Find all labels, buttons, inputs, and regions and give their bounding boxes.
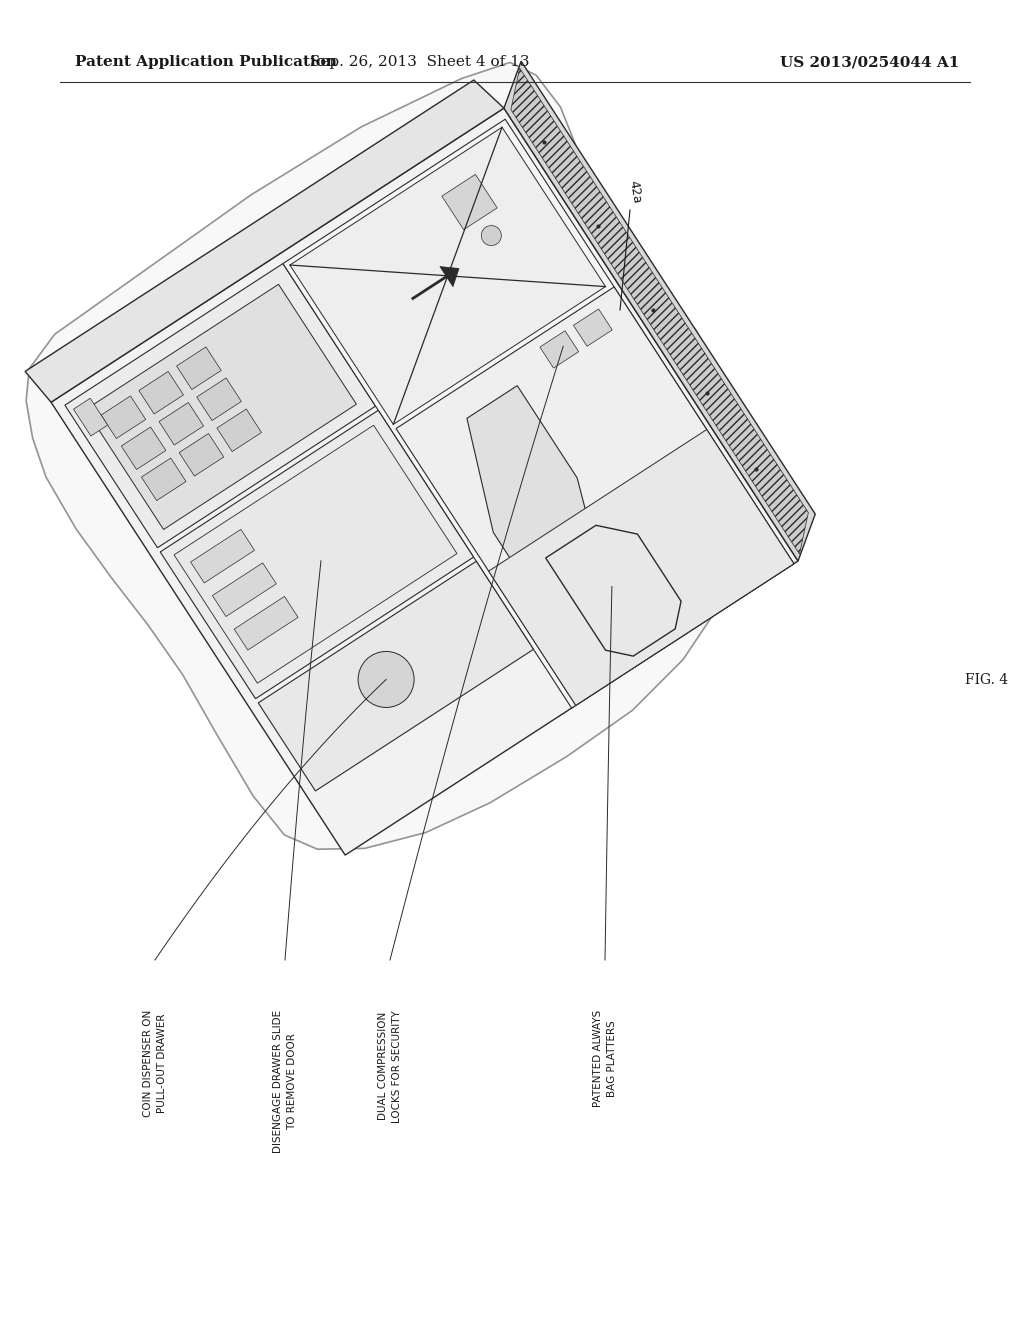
Text: COIN DISPENSER ON
PULL-OUT DRAWER: COIN DISPENSER ON PULL-OUT DRAWER — [143, 1010, 167, 1117]
Polygon shape — [139, 371, 183, 414]
Polygon shape — [217, 409, 261, 451]
Text: Sep. 26, 2013  Sheet 4 of 13: Sep. 26, 2013 Sheet 4 of 13 — [310, 55, 529, 69]
Polygon shape — [540, 331, 579, 368]
Text: 42a: 42a — [627, 180, 643, 205]
Polygon shape — [159, 403, 204, 445]
Polygon shape — [190, 529, 255, 583]
Text: DISENGAGE DRAWER SLIDE
TO REMOVE DOOR: DISENGAGE DRAWER SLIDE TO REMOVE DOOR — [273, 1010, 297, 1154]
Polygon shape — [65, 264, 376, 548]
Polygon shape — [488, 429, 794, 705]
Polygon shape — [467, 385, 593, 586]
Polygon shape — [504, 61, 815, 561]
Polygon shape — [27, 62, 746, 849]
Text: PATENTED ALWAYS
BAG PLATTERS: PATENTED ALWAYS BAG PLATTERS — [593, 1010, 616, 1107]
Polygon shape — [101, 396, 145, 438]
Circle shape — [481, 226, 502, 246]
Polygon shape — [160, 411, 473, 698]
Polygon shape — [179, 433, 224, 477]
Polygon shape — [51, 108, 798, 855]
Polygon shape — [283, 119, 794, 708]
Text: Patent Application Publication: Patent Application Publication — [75, 55, 337, 69]
Polygon shape — [25, 81, 504, 403]
Polygon shape — [511, 69, 808, 554]
Polygon shape — [74, 399, 108, 436]
Polygon shape — [573, 309, 612, 346]
Polygon shape — [212, 562, 276, 616]
Polygon shape — [176, 347, 221, 389]
Polygon shape — [86, 284, 356, 529]
Polygon shape — [121, 426, 166, 470]
Polygon shape — [197, 378, 242, 421]
Text: FIG. 4: FIG. 4 — [965, 673, 1008, 686]
Polygon shape — [290, 127, 605, 424]
Polygon shape — [440, 267, 459, 286]
Polygon shape — [234, 597, 298, 649]
Text: DUAL COMPRESSION
LOCKS FOR SECURITY: DUAL COMPRESSION LOCKS FOR SECURITY — [379, 1010, 401, 1123]
Polygon shape — [442, 174, 498, 230]
Circle shape — [358, 652, 414, 708]
Polygon shape — [141, 458, 186, 500]
Text: US 2013/0254044 A1: US 2013/0254044 A1 — [780, 55, 959, 69]
Polygon shape — [396, 286, 794, 705]
Polygon shape — [258, 561, 534, 791]
Polygon shape — [174, 425, 457, 684]
